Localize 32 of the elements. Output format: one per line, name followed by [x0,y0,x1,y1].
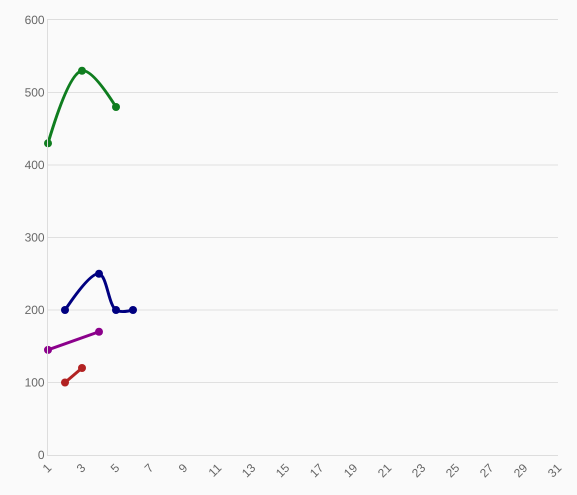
x-tick-label: 25 [443,460,463,480]
y-tick-label: 600 [24,13,45,28]
x-tick-label: 29 [511,460,531,480]
x-tick-label: 13 [239,460,259,480]
point [78,66,86,75]
x-tick-label: 9 [176,460,191,476]
point [112,103,120,111]
y-tick-label: 400 [24,158,45,172]
point [112,306,120,314]
y-tick-label: 300 [24,230,45,245]
y-tick-label: 100 [24,376,45,390]
point [78,364,86,372]
y-tick-label: 200 [24,303,45,318]
x-tick-label: 19 [341,460,361,480]
point [95,270,103,278]
point [129,306,137,314]
x-tick-label: 5 [108,460,123,476]
y-tick-label: 0 [38,448,45,462]
point [61,378,69,386]
x-tick-label: 23 [409,460,429,480]
point [95,328,103,336]
x-tick-label: 15 [273,460,293,480]
x-tick-label: 7 [142,460,157,476]
x-tick-label: 11 [206,460,225,480]
x-tick-label: 1 [40,460,55,476]
y-tick-label: 500 [24,86,45,100]
x-tick-label: 31 [545,460,565,480]
x-tick-label: 27 [477,460,497,480]
point [61,306,69,314]
x-tick-label: 3 [74,460,89,476]
x-tick-label: 21 [375,460,395,480]
x-tick-label: 17 [307,460,327,480]
